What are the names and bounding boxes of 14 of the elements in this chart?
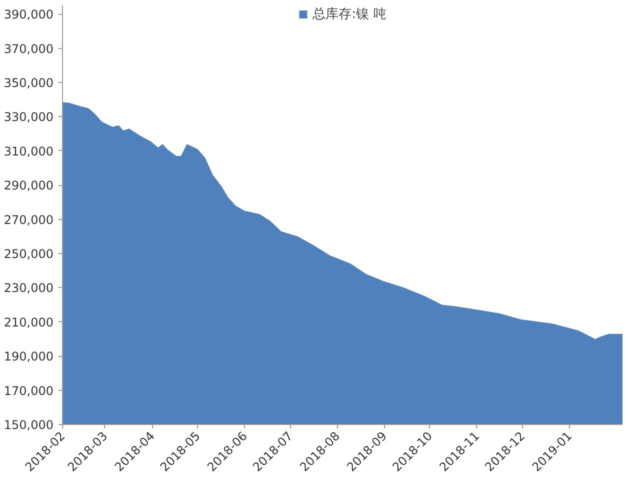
y-tick-label: 210,000 bbox=[4, 315, 54, 330]
y-tick-label: 270,000 bbox=[4, 212, 54, 227]
y-tick-label: 390,000 bbox=[4, 8, 54, 22]
y-tick-label: 190,000 bbox=[4, 350, 54, 364]
y-tick-label: 310,000 bbox=[4, 144, 54, 158]
y-tick-label: 290,000 bbox=[4, 178, 54, 193]
y-tick-label: 250,000 bbox=[4, 246, 54, 261]
y-tick-label: 150,000 bbox=[4, 418, 54, 432]
y-tick-label: 170,000 bbox=[4, 384, 54, 398]
y-tick-label: 370,000 bbox=[4, 42, 54, 56]
y-tick-label: 350,000 bbox=[4, 76, 54, 90]
y-tick-label: 230,000 bbox=[4, 281, 54, 296]
legend-label: 总库存:镍 吨 bbox=[312, 6, 386, 23]
y-tick-label: 330,000 bbox=[4, 110, 54, 124]
